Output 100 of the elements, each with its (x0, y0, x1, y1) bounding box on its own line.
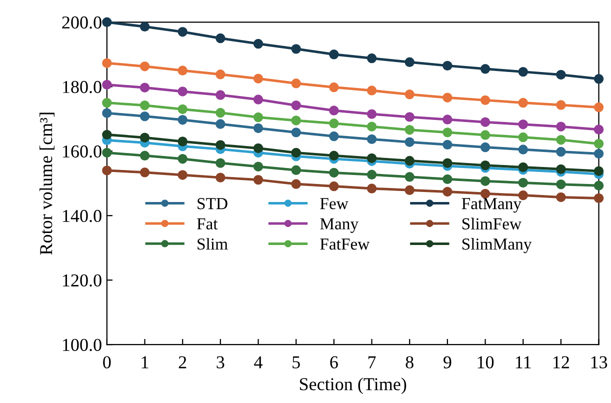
point (442, 114, 452, 124)
point (594, 138, 604, 149)
point (442, 174, 452, 184)
point (556, 164, 566, 174)
point (518, 162, 528, 172)
point (102, 148, 112, 158)
point (253, 38, 264, 49)
point (178, 26, 188, 37)
point (594, 193, 604, 204)
point (140, 82, 150, 92)
x-axis-title: Section (Time) (300, 378, 406, 394)
point (404, 90, 414, 100)
point (329, 82, 339, 92)
x-tick-label: 7 (368, 356, 376, 368)
y-tick-label: 180.0 (63, 80, 102, 94)
point (102, 98, 112, 108)
point (178, 66, 188, 76)
point (442, 140, 452, 150)
point (518, 144, 528, 154)
y-tick-label: 100.0 (63, 338, 102, 352)
point (178, 136, 188, 146)
x-tick-label: 9 (444, 356, 452, 368)
point (594, 102, 604, 112)
point (556, 146, 566, 157)
legend-label: FatMany (462, 198, 522, 213)
point (253, 174, 264, 185)
point (442, 158, 452, 168)
point (291, 148, 301, 158)
point (594, 74, 604, 84)
point (178, 154, 188, 164)
point (216, 70, 226, 80)
point (291, 78, 301, 88)
point (216, 140, 226, 150)
point (102, 108, 112, 118)
point (594, 124, 604, 134)
point (216, 90, 226, 100)
point (518, 132, 528, 142)
point (404, 137, 414, 147)
point (366, 122, 377, 132)
point (102, 166, 112, 176)
point (518, 98, 528, 108)
y-tick-label: 160.0 (63, 145, 102, 158)
point (216, 158, 226, 168)
x-tick-label: 6 (330, 356, 338, 368)
point (442, 60, 452, 71)
point (404, 185, 414, 195)
x-tick-label: 1 (142, 356, 148, 368)
x-tick-label: 11 (516, 356, 531, 368)
point (253, 74, 264, 84)
point (366, 134, 377, 144)
point (518, 120, 528, 130)
x-tick-label: 0 (103, 356, 111, 368)
point (518, 66, 528, 77)
point (140, 111, 150, 122)
point (216, 33, 226, 44)
point (556, 179, 566, 190)
point (442, 186, 452, 197)
point (140, 132, 150, 142)
legend-label: Slim (198, 238, 228, 250)
point (556, 122, 566, 132)
point (556, 192, 566, 202)
legend-label: SlimFew (462, 218, 522, 230)
point (329, 50, 339, 60)
x-tick-label: 8 (406, 356, 414, 368)
y-tick-label: 200.0 (62, 16, 102, 29)
point (102, 80, 112, 90)
point (594, 180, 604, 190)
point (291, 100, 301, 110)
point (291, 44, 301, 54)
point (291, 179, 301, 189)
legend-label: Fat (196, 218, 218, 230)
point (366, 53, 377, 64)
point (404, 112, 414, 122)
y-tick-label: 140.0 (63, 210, 102, 222)
x-tick-label: 13 (591, 356, 608, 368)
point (556, 134, 566, 145)
point (366, 170, 377, 180)
x-tick-label: 10 (478, 356, 494, 368)
point (366, 86, 377, 96)
point (480, 95, 490, 106)
point (404, 124, 414, 135)
point (329, 118, 339, 128)
point (594, 166, 604, 176)
x-tick-label: 4 (254, 356, 262, 368)
point (594, 148, 604, 159)
point (216, 172, 226, 182)
point (140, 100, 150, 110)
point (253, 94, 264, 104)
point (329, 181, 339, 192)
point (253, 162, 264, 172)
point (329, 150, 339, 160)
point (178, 86, 188, 96)
x-tick-label: 5 (292, 356, 300, 368)
point (102, 17, 112, 28)
point (216, 108, 226, 118)
legend-label: STD (198, 198, 228, 210)
legend-label: FatFew (320, 238, 370, 250)
point (366, 153, 377, 164)
point (291, 116, 301, 126)
point (329, 168, 339, 178)
